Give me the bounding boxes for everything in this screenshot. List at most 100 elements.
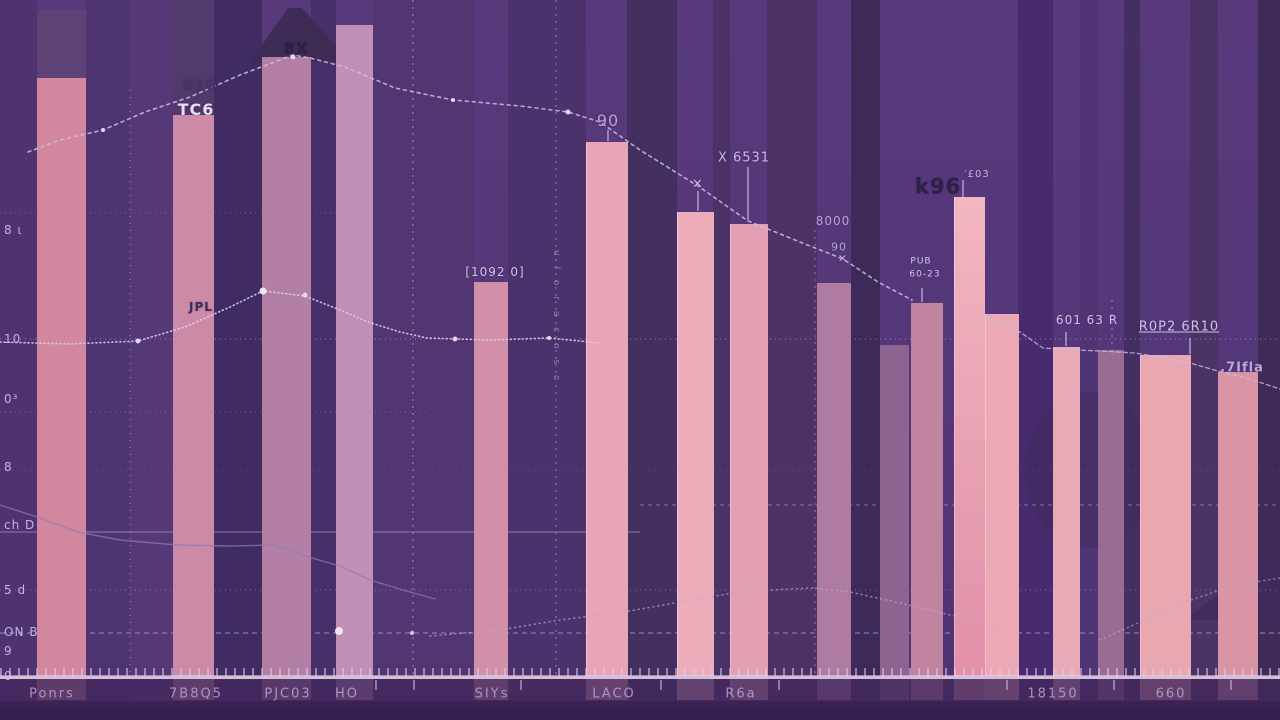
background-column	[373, 0, 474, 720]
background-column	[130, 0, 173, 720]
x-axis-label: HO	[334, 686, 360, 702]
overlay-line-bar-top-connector-right	[984, 315, 1280, 390]
y-axis-label: 8 ι	[4, 223, 23, 237]
bar	[262, 57, 311, 700]
background-column	[767, 0, 817, 720]
bar	[336, 25, 373, 700]
x-axis-tick	[413, 680, 415, 690]
x-axis-strip-lower	[0, 701, 1280, 720]
x-axis-label: R6a	[725, 686, 757, 702]
overlay-line-bottom-curve-mid	[429, 587, 1001, 637]
bar	[173, 115, 214, 700]
background-shape	[250, 8, 350, 62]
line-point-marker	[290, 54, 296, 60]
x-axis-tick	[660, 680, 662, 690]
x-axis-label: 18150	[1027, 686, 1079, 702]
data-label: 610	[182, 76, 218, 95]
bar	[730, 224, 768, 700]
bar	[1218, 372, 1258, 700]
bar	[677, 212, 714, 700]
background-column	[713, 0, 730, 720]
line-point-marker	[565, 109, 571, 115]
x-axis-label: LACO	[592, 686, 636, 702]
x-axis-label: 7B8Q5	[169, 686, 223, 702]
y-axis-label: 0	[4, 669, 13, 683]
bar-cap	[37, 10, 86, 78]
background-column	[508, 0, 586, 720]
line-point-marker	[547, 336, 551, 340]
y-axis-label: 10	[4, 332, 22, 346]
background-column	[311, 0, 336, 720]
x-axis-tick	[778, 680, 780, 690]
line-point-marker	[410, 631, 414, 635]
overlay-line-marker-line-left	[0, 290, 601, 345]
tick-noise-band	[0, 668, 1280, 676]
overlay-line-bottom-curve-right	[1099, 577, 1280, 641]
bar	[817, 283, 851, 700]
data-label: [1092 0]	[465, 265, 525, 279]
data-label: 60-23	[909, 269, 941, 280]
x-axis-strip-upper	[0, 677, 1280, 701]
background-column	[86, 0, 130, 720]
axis-baseline	[0, 676, 1280, 679]
line-point-marker	[302, 292, 308, 298]
background-column	[851, 0, 880, 720]
data-label: ×	[837, 251, 849, 265]
x-axis-tick	[1230, 680, 1232, 690]
data-label: R0P2 6R10	[1138, 319, 1220, 335]
bar	[1053, 347, 1080, 700]
vertical-glyph-trail: u l o r a c o s c	[551, 250, 561, 384]
line-point-marker	[259, 287, 267, 295]
x-axis-tick	[520, 680, 522, 690]
x-axis-label: 660	[1155, 686, 1187, 702]
bar	[37, 78, 86, 700]
data-label: ′£03	[964, 169, 990, 180]
y-axis-label: ch D	[4, 518, 36, 532]
y-axis-label: ON B	[4, 625, 39, 639]
data-label: 90	[596, 111, 620, 130]
y-axis-label: 0³	[4, 392, 19, 406]
x-axis-label: Ponrs	[29, 686, 75, 702]
line-point-marker	[335, 627, 343, 635]
line-point-marker	[101, 128, 105, 132]
bar	[586, 142, 628, 700]
data-label: ×	[692, 176, 704, 192]
data-label: .7Ifla	[1220, 360, 1264, 376]
data-label: TC6	[177, 100, 215, 119]
bar	[1140, 355, 1191, 700]
background-column	[1124, 0, 1140, 720]
background-column	[214, 0, 262, 720]
bar	[985, 314, 1019, 700]
bar	[880, 345, 909, 700]
data-label: PUB	[910, 256, 932, 267]
x-axis-label: PJC03	[264, 686, 312, 702]
background-column	[1258, 0, 1280, 720]
bar	[1098, 350, 1124, 700]
x-axis-tick	[1006, 680, 1008, 690]
background-column	[0, 0, 37, 720]
x-axis-tick	[1113, 680, 1115, 690]
data-label: BX	[283, 39, 309, 58]
data-label: 8000	[815, 214, 851, 228]
overlay-line-bottom-curve-left	[0, 504, 436, 600]
line-point-marker	[452, 336, 458, 342]
y-axis-label: 9	[4, 644, 13, 658]
background-column	[1018, 0, 1053, 720]
x-axis-tick	[375, 680, 377, 690]
background-column	[627, 0, 677, 720]
line-point-marker	[451, 98, 455, 102]
data-label: JPL	[189, 300, 213, 314]
data-label: 90	[831, 240, 847, 254]
y-axis-label: 5 d	[4, 583, 27, 597]
bar	[911, 303, 943, 700]
y-axis-label: 8	[4, 460, 13, 474]
bar	[954, 197, 985, 700]
line-point-marker	[135, 338, 141, 344]
x-axis-label: SIYs	[474, 686, 510, 702]
